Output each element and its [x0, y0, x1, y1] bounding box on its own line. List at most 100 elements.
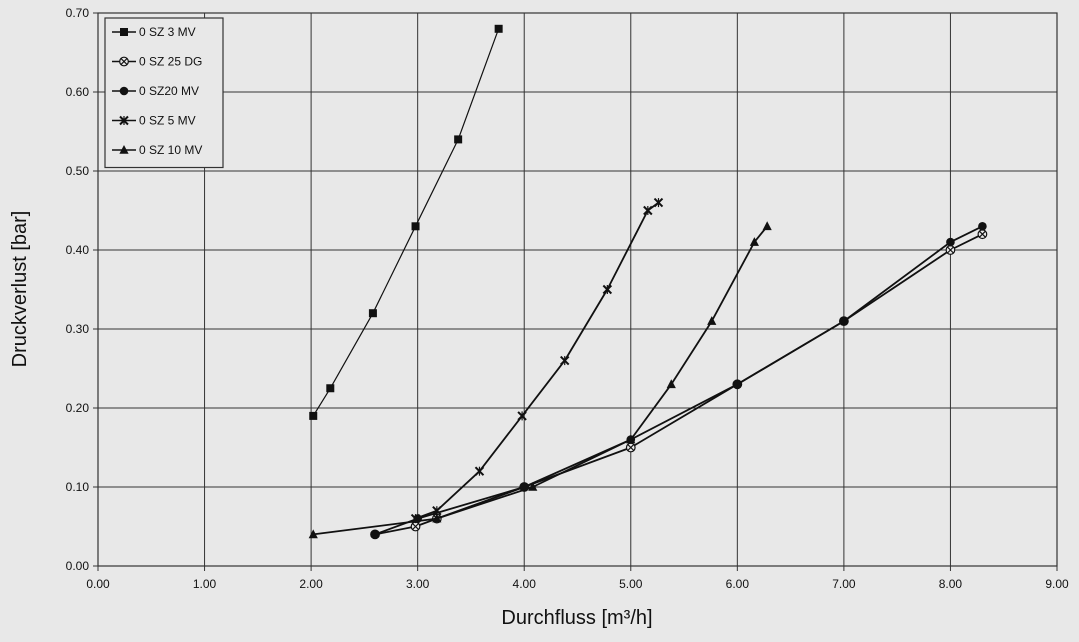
data-point: [410, 521, 421, 532]
data-point-shape: [326, 384, 335, 393]
series-layer: [308, 24, 988, 540]
grid-layer: [98, 13, 1057, 566]
data-point: [762, 221, 772, 231]
data-point-cross-b: [627, 444, 635, 451]
data-point-shape: [309, 411, 318, 420]
data-point-shape: [454, 135, 463, 144]
data-point: [308, 529, 318, 539]
legend-label: 0 SZ20 MV: [139, 84, 199, 98]
data-point: [494, 24, 503, 33]
data-point-shape: [370, 530, 380, 539]
y-tick-label: 0.70: [66, 6, 90, 20]
series-line: [313, 225, 768, 536]
data-point: [749, 237, 759, 246]
data-point: [666, 379, 676, 389]
data-point: [978, 222, 987, 231]
data-point: [626, 434, 636, 444]
data-point: [946, 237, 955, 247]
legend-entry: 0 SZ 3 MV: [112, 25, 196, 39]
data-point: [643, 205, 653, 216]
data-point: [945, 245, 956, 255]
data-point-shape: [494, 24, 503, 33]
legend-label: 0 SZ 3 MV: [139, 25, 196, 39]
data-point-shape: [432, 513, 442, 523]
x-tick-label: 8.00: [939, 577, 963, 591]
series-5: [308, 221, 772, 539]
x-tick-label: 0.00: [86, 577, 110, 591]
series-line: [312, 28, 500, 417]
data-point-cross-b: [978, 230, 986, 238]
legend-marker: [119, 86, 129, 96]
data-point: [839, 316, 849, 326]
y-tick-label: 0.30: [66, 322, 90, 336]
data-point-shape: [733, 380, 742, 389]
y-tick-label: 0.40: [66, 243, 90, 257]
data-point: [625, 442, 636, 453]
data-point-cross-b: [947, 246, 954, 254]
legend-marker: [120, 28, 128, 36]
data-point-shape: [978, 222, 987, 231]
data-point: [368, 309, 377, 318]
x-tick-label: 7.00: [832, 577, 856, 591]
legend-marker: [119, 145, 129, 154]
data-point: [326, 384, 335, 393]
legend-label: 0 SZ 5 MV: [139, 114, 196, 128]
y-tick-label: 0.50: [66, 164, 90, 178]
data-point: [454, 135, 463, 144]
legend-marker: [119, 115, 129, 126]
legend-marker-shape: [119, 145, 129, 154]
x-tick-label: 9.00: [1045, 577, 1069, 591]
data-point-shape: [839, 316, 849, 326]
data-point: [733, 380, 742, 389]
data-point: [432, 513, 442, 523]
x-tick-label: 1.00: [193, 577, 217, 591]
legend-marker-cross-b: [120, 58, 128, 65]
data-point: [528, 482, 538, 491]
legend-entry: 0 SZ 5 MV: [112, 114, 196, 128]
x-tick-label: 5.00: [619, 577, 643, 591]
data-point-shape: [762, 221, 772, 231]
plot-frame: [97, 12, 1058, 567]
data-point: [309, 411, 318, 420]
data-point-shape: [411, 222, 420, 231]
legend-marker: [119, 56, 129, 67]
series-1: [309, 24, 503, 420]
data-point: [653, 197, 664, 208]
tick-label-layer: 0.00 1.00 2.00 3.00 4.00 5.00 6.00 7.00 8.00 9.00…: [66, 6, 1069, 591]
data-point: [517, 411, 527, 421]
data-point: [602, 284, 613, 295]
legend-label: 0 SZ 25 DG: [139, 55, 202, 69]
y-tick-label: 0.60: [66, 85, 90, 99]
data-point: [474, 466, 485, 476]
x-tick-label: 2.00: [299, 577, 323, 591]
legend-entry: 0 SZ 10 MV: [112, 143, 202, 157]
legend-entry: 0 SZ 25 DG: [112, 55, 202, 69]
data-point-shape: [707, 316, 717, 325]
legend-entry: 0 SZ20 MV: [112, 84, 199, 98]
data-point-shape: [626, 434, 636, 444]
data-point-shape: [528, 482, 538, 491]
legend-marker-shape: [119, 86, 129, 96]
x-tick-label: 3.00: [406, 577, 430, 591]
data-point-shape: [666, 379, 676, 389]
data-point-shape: [749, 237, 759, 246]
data-point: [977, 229, 988, 240]
y-tick-label: 0.00: [66, 559, 90, 573]
legend-label: 0 SZ 10 MV: [139, 143, 202, 157]
y-tick-label: 0.10: [66, 480, 90, 494]
x-axis-title: Durchfluss [m³/h]: [501, 607, 652, 629]
data-point: [411, 222, 420, 231]
series-line: [415, 201, 660, 520]
series-4: [410, 197, 664, 524]
legend: 0 SZ 3 MV 0 SZ 25 DG 0 SZ20 MV 0 SZ 5 MV 0 S…: [104, 17, 224, 169]
data-point: [370, 530, 380, 539]
x-tick-label: 4.00: [513, 577, 537, 591]
data-point-cross-b: [412, 523, 419, 530]
x-tick-label: 6.00: [726, 577, 750, 591]
plot-background: [98, 13, 1057, 566]
y-axis-title: Druckverlust [bar]: [9, 211, 31, 368]
data-point-shape: [308, 529, 318, 539]
legend-marker-shape: [120, 28, 128, 36]
